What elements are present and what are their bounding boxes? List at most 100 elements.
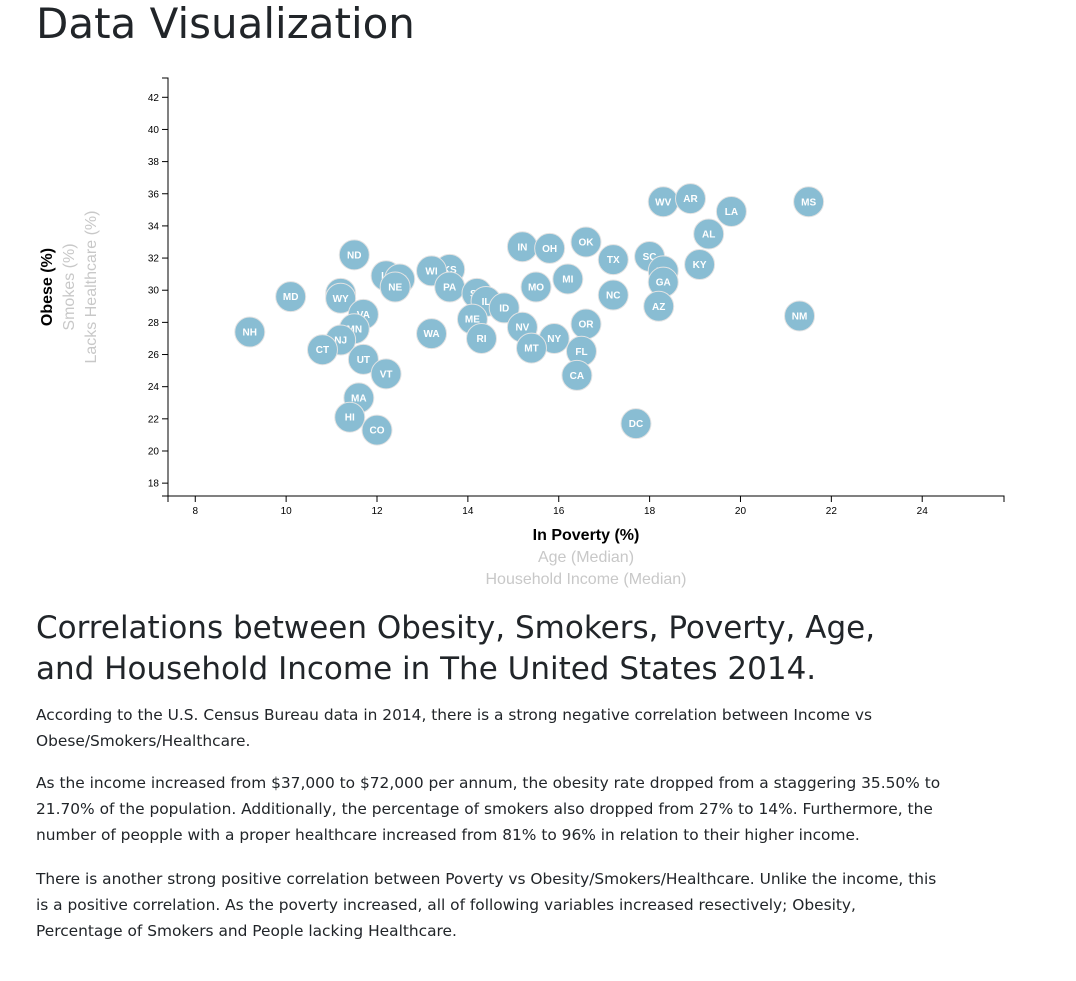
state-point[interactable]: OK xyxy=(570,226,602,258)
state-label: CT xyxy=(316,345,329,356)
x-axis-titles: In Poverty (%) Age (Median) Household Inco… xyxy=(486,527,687,588)
state-point[interactable]: MD xyxy=(275,281,307,313)
state-marker[interactable] xyxy=(306,334,338,366)
state-marker[interactable] xyxy=(597,244,629,276)
state-label: MI xyxy=(562,274,573,285)
state-marker[interactable] xyxy=(325,282,357,314)
state-marker[interactable] xyxy=(561,359,593,391)
state-point[interactable]: NH xyxy=(234,316,266,348)
state-marker[interactable] xyxy=(515,332,547,364)
state-marker[interactable] xyxy=(361,414,393,446)
state-point[interactable]: AZ xyxy=(643,290,675,322)
state-point[interactable]: HI xyxy=(334,401,366,433)
state-point[interactable]: WY xyxy=(325,282,357,314)
state-point[interactable]: UT xyxy=(347,343,379,375)
state-point[interactable]: KY xyxy=(684,248,716,280)
state-marker[interactable] xyxy=(552,263,584,295)
state-marker[interactable] xyxy=(488,292,520,324)
state-label: GA xyxy=(656,278,671,289)
state-point[interactable]: NE xyxy=(379,271,411,303)
state-label: AR xyxy=(683,194,698,205)
state-point[interactable]: OH xyxy=(534,232,566,264)
state-marker[interactable] xyxy=(347,343,379,375)
state-marker[interactable] xyxy=(379,271,411,303)
state-label: NM xyxy=(792,311,808,322)
state-point[interactable]: FL xyxy=(565,335,597,367)
state-point[interactable]: MO xyxy=(520,271,552,303)
state-marker[interactable] xyxy=(675,183,706,215)
state-point[interactable]: PA xyxy=(434,271,466,303)
state-marker[interactable] xyxy=(520,271,552,303)
state-point[interactable]: WA xyxy=(416,318,448,350)
state-marker[interactable] xyxy=(784,300,816,332)
state-label: AZ xyxy=(652,302,665,313)
state-marker[interactable] xyxy=(466,322,497,354)
x-tick-label: 14 xyxy=(462,506,474,517)
state-point[interactable]: RI xyxy=(466,322,497,354)
state-label: WI xyxy=(425,266,437,277)
y-tick-label: 32 xyxy=(148,254,160,265)
state-point[interactable]: NC xyxy=(597,279,629,311)
state-point[interactable]: AL xyxy=(693,218,725,250)
state-label: MO xyxy=(528,283,544,294)
state-point[interactable]: MI xyxy=(552,263,584,295)
state-point[interactable]: TX xyxy=(597,244,629,276)
state-marker[interactable] xyxy=(715,195,747,227)
state-point[interactable]: ND xyxy=(338,239,370,271)
state-label: WA xyxy=(423,329,439,340)
state-point[interactable]: CA xyxy=(561,359,593,391)
state-point[interactable]: DC xyxy=(620,408,652,440)
state-point[interactable]: MT xyxy=(515,332,547,364)
state-point[interactable]: WV xyxy=(647,186,679,218)
state-point[interactable]: GA xyxy=(647,266,679,298)
scatter-chart: 8 10 12 14 16 18 20 22 24 18 20 22 24 26 28 30 32 34 36 38… xyxy=(39,77,1005,588)
state-marker[interactable] xyxy=(597,279,629,311)
state-label: WY xyxy=(333,294,349,305)
state-label: ID xyxy=(499,303,509,314)
y-tick-label: 36 xyxy=(148,189,160,200)
state-marker[interactable] xyxy=(534,232,566,264)
state-marker[interactable] xyxy=(334,401,366,433)
state-label: AL xyxy=(702,229,715,240)
state-marker[interactable] xyxy=(793,186,825,218)
state-label: IN xyxy=(517,242,527,253)
state-marker[interactable] xyxy=(234,316,266,348)
state-label: OK xyxy=(579,237,595,248)
state-point[interactable]: IN xyxy=(506,231,538,263)
state-point[interactable]: VT xyxy=(370,358,402,390)
state-point[interactable]: CT xyxy=(306,334,338,366)
state-point[interactable]: CO xyxy=(361,414,393,446)
state-point[interactable]: OR xyxy=(570,308,602,340)
state-marker[interactable] xyxy=(275,281,307,313)
state-label: SC xyxy=(643,252,657,263)
x-axis: 8 10 12 14 16 18 20 22 24 xyxy=(167,495,1005,517)
x-tick-label: 16 xyxy=(553,506,565,517)
y-axis-title-option[interactable]: Obese (%) xyxy=(39,248,56,326)
x-axis-title-option[interactable]: Age (Median) xyxy=(538,549,634,566)
x-axis-title-option[interactable]: In Poverty (%) xyxy=(533,527,640,544)
x-tick-label: 24 xyxy=(917,506,929,517)
state-point[interactable]: MS xyxy=(793,186,825,218)
state-marker[interactable] xyxy=(570,226,602,258)
state-marker[interactable] xyxy=(684,248,716,280)
state-label: CO xyxy=(370,426,385,437)
state-point[interactable]: NM xyxy=(784,300,816,332)
state-label: DC xyxy=(629,419,643,430)
state-marker[interactable] xyxy=(693,218,725,250)
state-label: MD xyxy=(283,292,299,303)
state-label: MS xyxy=(801,197,816,208)
x-axis-title-option[interactable]: Household Income (Median) xyxy=(486,571,687,588)
state-label: ND xyxy=(347,250,361,261)
state-marker[interactable] xyxy=(370,358,402,390)
state-marker[interactable] xyxy=(416,318,448,350)
state-marker[interactable] xyxy=(643,290,675,322)
x-axis-line xyxy=(167,495,1005,502)
y-axis-title-option[interactable]: Smokes (%) xyxy=(61,243,78,330)
state-point[interactable]: ID xyxy=(488,292,520,324)
state-marker[interactable] xyxy=(620,408,652,440)
state-label: NV xyxy=(515,323,529,334)
state-point[interactable]: AR xyxy=(675,183,706,215)
state-marker[interactable] xyxy=(338,239,370,271)
y-axis-title-option[interactable]: Lacks Healthcare (%) xyxy=(83,211,100,364)
state-point[interactable]: LA xyxy=(715,195,747,227)
